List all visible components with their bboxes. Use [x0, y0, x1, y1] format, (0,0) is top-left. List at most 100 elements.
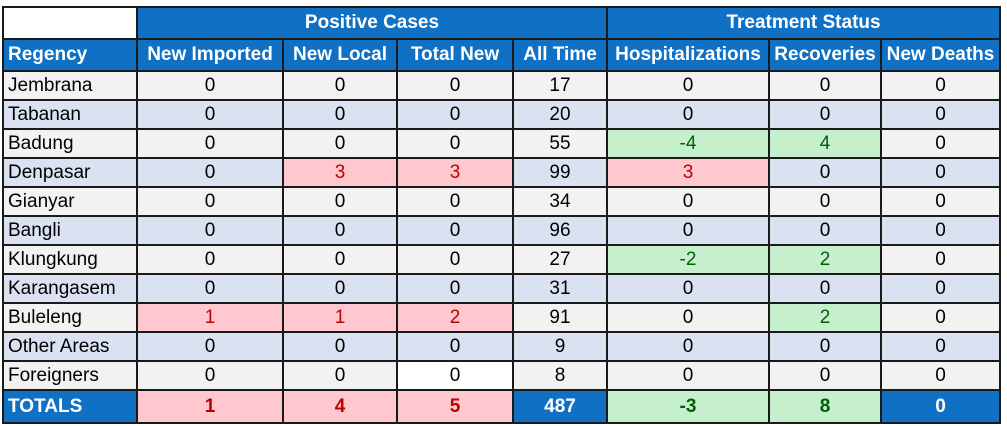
- all-time-cell: 55: [512, 128, 608, 159]
- new-imported-cell: 0: [136, 244, 284, 275]
- new-imported-cell: 0: [136, 215, 284, 246]
- new-imported-cell: 0: [136, 157, 284, 188]
- hospitalizations-cell: 0: [606, 302, 770, 333]
- hospitalizations-cell: 0: [606, 360, 770, 391]
- recoveries-cell: 0: [768, 186, 882, 217]
- table-row: Other Areas 0 0 0 9 0 0 0: [2, 331, 1001, 362]
- new-local-cell: 0: [282, 99, 398, 130]
- totals-label: TOTALS: [2, 389, 138, 424]
- total-new-cell: 0: [396, 128, 514, 159]
- total-new-cell: 0: [396, 99, 514, 130]
- total-new-local-cell: 4: [282, 389, 398, 424]
- column-header-row: Regency New Imported New Local Total New…: [2, 38, 1001, 72]
- table-row: Karangasem 0 0 0 31 0 0 0: [2, 273, 1001, 304]
- regency-cell: Foreigners: [2, 360, 138, 391]
- table-row: Denpasar 0 3 3 99 3 0 0: [2, 157, 1001, 188]
- total-new-cell: 0: [396, 186, 514, 217]
- covid-cases-table: Positive Cases Treatment Status Regency …: [2, 6, 1001, 424]
- column-header-new-imported: New Imported: [136, 38, 284, 72]
- new-local-cell: 0: [282, 331, 398, 362]
- all-time-cell: 27: [512, 244, 608, 275]
- new-local-cell: 0: [282, 128, 398, 159]
- total-new-cell: 0: [396, 70, 514, 101]
- recoveries-cell: 0: [768, 157, 882, 188]
- recoveries-cell: 4: [768, 128, 882, 159]
- new-imported-cell: 0: [136, 128, 284, 159]
- new-imported-cell: 0: [136, 99, 284, 130]
- hospitalizations-cell: 0: [606, 273, 770, 304]
- total-recoveries-cell: 8: [768, 389, 882, 424]
- all-time-cell: 96: [512, 215, 608, 246]
- new-imported-cell: 0: [136, 360, 284, 391]
- new-imported-cell: 0: [136, 331, 284, 362]
- all-time-cell: 17: [512, 70, 608, 101]
- total-new-imported-cell: 1: [136, 389, 284, 424]
- total-new-cell: 0: [396, 360, 514, 391]
- regency-cell: Denpasar: [2, 157, 138, 188]
- hospitalizations-cell: -4: [606, 128, 770, 159]
- table-row: Foreigners 0 0 0 8 0 0 0: [2, 360, 1001, 391]
- hospitalizations-cell: 3: [606, 157, 770, 188]
- regency-cell: Badung: [2, 128, 138, 159]
- table-row: Badung 0 0 0 55 -4 4 0: [2, 128, 1001, 159]
- regency-cell: Gianyar: [2, 186, 138, 217]
- table-row: Gianyar 0 0 0 34 0 0 0: [2, 186, 1001, 217]
- all-time-cell: 20: [512, 99, 608, 130]
- column-header-new-local: New Local: [282, 38, 398, 72]
- regency-cell: Tabanan: [2, 99, 138, 130]
- total-hospitalizations-cell: -3: [606, 389, 770, 424]
- new-deaths-cell: 0: [880, 186, 1001, 217]
- column-header-recoveries: Recoveries: [768, 38, 882, 72]
- new-deaths-cell: 0: [880, 302, 1001, 333]
- all-time-cell: 34: [512, 186, 608, 217]
- total-new-cell: 0: [396, 273, 514, 304]
- new-imported-cell: 0: [136, 70, 284, 101]
- new-local-cell: 0: [282, 360, 398, 391]
- column-header-new-deaths: New Deaths: [880, 38, 1001, 72]
- table-row: Klungkung 0 0 0 27 -2 2 0: [2, 244, 1001, 275]
- regency-cell: Bangli: [2, 215, 138, 246]
- total-new-cell: 3: [396, 157, 514, 188]
- new-deaths-cell: 0: [880, 360, 1001, 391]
- all-time-cell: 91: [512, 302, 608, 333]
- hospitalizations-cell: 0: [606, 331, 770, 362]
- new-deaths-cell: 0: [880, 273, 1001, 304]
- recoveries-cell: 0: [768, 215, 882, 246]
- all-time-cell: 99: [512, 157, 608, 188]
- column-header-all-time: All Time: [512, 38, 608, 72]
- new-local-cell: 0: [282, 70, 398, 101]
- blank-corner-cell: [2, 6, 138, 40]
- hospitalizations-cell: 0: [606, 215, 770, 246]
- new-deaths-cell: 0: [880, 99, 1001, 130]
- new-local-cell: 0: [282, 186, 398, 217]
- total-all-time-cell: 487: [512, 389, 608, 424]
- group-header-positive-cases: Positive Cases: [136, 6, 608, 40]
- recoveries-cell: 0: [768, 70, 882, 101]
- all-time-cell: 9: [512, 331, 608, 362]
- new-deaths-cell: 0: [880, 157, 1001, 188]
- regency-cell: Jembrana: [2, 70, 138, 101]
- column-header-hospitalizations: Hospitalizations: [606, 38, 770, 72]
- new-local-cell: 1: [282, 302, 398, 333]
- hospitalizations-cell: 0: [606, 186, 770, 217]
- hospitalizations-cell: 0: [606, 99, 770, 130]
- recoveries-cell: 2: [768, 244, 882, 275]
- total-total-new-cell: 5: [396, 389, 514, 424]
- total-new-cell: 0: [396, 244, 514, 275]
- total-new-deaths-cell: 0: [880, 389, 1001, 424]
- column-header-total-new: Total New: [396, 38, 514, 72]
- totals-row: TOTALS 1 4 5 487 -3 8 0: [2, 389, 1001, 424]
- recoveries-cell: 0: [768, 99, 882, 130]
- regency-cell: Other Areas: [2, 331, 138, 362]
- new-local-cell: 0: [282, 273, 398, 304]
- recoveries-cell: 0: [768, 331, 882, 362]
- hospitalizations-cell: -2: [606, 244, 770, 275]
- new-imported-cell: 1: [136, 302, 284, 333]
- new-local-cell: 3: [282, 157, 398, 188]
- regency-cell: Klungkung: [2, 244, 138, 275]
- new-local-cell: 0: [282, 244, 398, 275]
- group-header-row: Positive Cases Treatment Status: [2, 6, 1001, 40]
- new-deaths-cell: 0: [880, 70, 1001, 101]
- recoveries-cell: 0: [768, 360, 882, 391]
- regency-cell: Buleleng: [2, 302, 138, 333]
